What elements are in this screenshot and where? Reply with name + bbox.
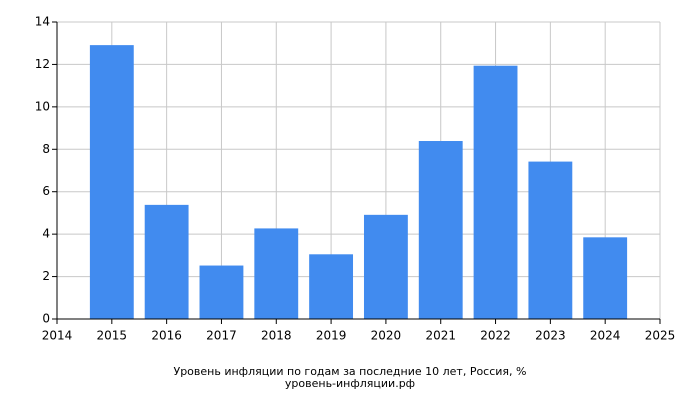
bar: [363, 214, 408, 319]
y-tick-label: 0: [42, 312, 50, 326]
x-tick-label: 2017: [206, 329, 237, 343]
bar: [309, 254, 354, 319]
x-tick-label: 2016: [151, 329, 182, 343]
x-tick-label: 2015: [97, 329, 128, 343]
y-tick-label: 4: [42, 227, 50, 241]
bar: [473, 65, 518, 319]
x-tick-label: 2022: [480, 329, 511, 343]
bar: [528, 161, 573, 319]
bar: [199, 265, 244, 319]
x-tick-label: 2020: [371, 329, 402, 343]
y-tick-label: 14: [35, 15, 50, 29]
x-tick-label: 2025: [645, 329, 676, 343]
x-tick-label: 2019: [316, 329, 347, 343]
chart-title: Уровень инфляции по годам за последние 1…: [173, 365, 526, 378]
bar: [418, 141, 463, 319]
y-tick-label: 12: [35, 57, 50, 71]
x-tick-label: 2024: [590, 329, 621, 343]
chart-subtitle: уровень-инфляции.рф: [285, 377, 415, 390]
y-tick-label: 10: [35, 99, 50, 113]
x-tick-label: 2014: [42, 329, 73, 343]
bar: [144, 204, 189, 319]
bar: [254, 228, 299, 319]
y-tick-label: 2: [42, 269, 50, 283]
x-tick-label: 2021: [425, 329, 456, 343]
y-tick-label: 8: [42, 142, 50, 156]
y-tick-label: 6: [42, 184, 50, 198]
x-tick-label: 2023: [535, 329, 566, 343]
bar: [583, 237, 628, 319]
x-tick-label: 2018: [261, 329, 292, 343]
bar: [89, 45, 134, 320]
